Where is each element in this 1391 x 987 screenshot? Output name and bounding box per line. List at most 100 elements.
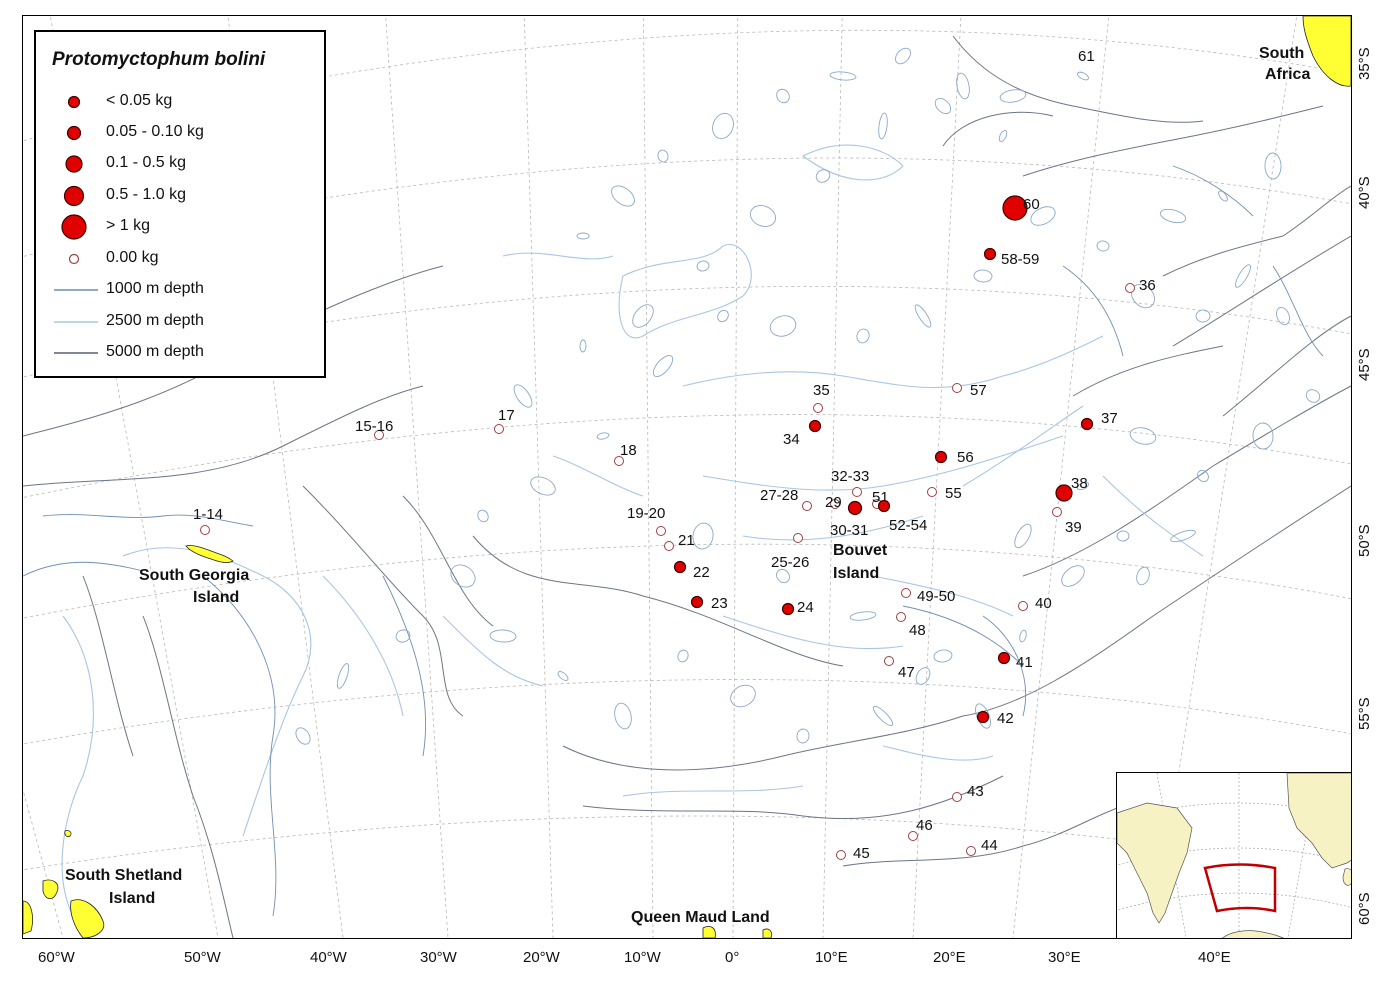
legend-item: 1000 m depth	[36, 276, 326, 304]
station-marker-43	[952, 792, 962, 802]
legend-symbol-line	[54, 276, 98, 304]
station-marker-41	[997, 651, 1011, 665]
latitude-label: 35°S	[1356, 47, 1373, 80]
south-africa-land	[1302, 16, 1351, 87]
parallel-60s	[23, 679, 1351, 745]
station-label-56: 56	[957, 449, 974, 466]
station-label-34: 34	[783, 431, 800, 448]
bathymetry-blob	[796, 728, 810, 744]
bathymetry-5000m	[23, 35, 1351, 938]
inset-study-box	[1203, 863, 1277, 913]
station-marker-45	[836, 850, 846, 860]
bathymetry-blob	[530, 476, 556, 496]
station-marker-35	[813, 403, 823, 413]
longitude-label: 50°W	[184, 949, 221, 966]
inset-madagascar	[1342, 868, 1351, 886]
meridian-0	[732, 16, 739, 938]
bathymetry-blob	[1019, 629, 1027, 643]
bathymetry-blob	[776, 569, 790, 583]
station-marker-55	[927, 487, 937, 497]
station-marker-39	[1052, 507, 1062, 517]
latitude-label: 60°S	[1356, 892, 1373, 925]
station-label-42: 42	[997, 710, 1014, 727]
longitude-label: 10°W	[624, 949, 661, 966]
bathymetry-blob	[1195, 309, 1211, 323]
legend-symbol-line	[54, 308, 98, 336]
meridian-30e	[1012, 16, 1110, 938]
station-label-39: 39	[1065, 519, 1082, 536]
bathymetry-blob	[1170, 529, 1196, 543]
station-label-1-14: 1-14	[193, 506, 223, 523]
station-label-55: 55	[945, 485, 962, 502]
legend-item-label: 0.05 - 0.10 kg	[106, 123, 204, 140]
station-label-30-31: 30-31	[830, 522, 868, 539]
bathymetry-blob	[1235, 264, 1251, 288]
bathymetry-blob	[652, 354, 674, 378]
place-bouvet-2: Island	[833, 565, 879, 582]
station-label-45: 45	[853, 845, 870, 862]
bathymetry-blob	[489, 629, 517, 643]
longitude-label: 30°W	[420, 949, 457, 966]
legend-title: Protomyctophum bolini	[52, 49, 266, 70]
station-label-23: 23	[711, 595, 728, 612]
legend-symbol-circle	[54, 119, 98, 147]
bathymetry-blob	[717, 309, 729, 323]
bathymetry-blob	[856, 328, 870, 344]
legend-item: 5000 m depth	[36, 339, 326, 367]
bathymetry-blob	[769, 315, 797, 337]
station-marker-21	[664, 541, 674, 551]
bathymetry-blob	[1096, 240, 1110, 252]
bathymetry-blob	[878, 112, 888, 140]
station-label-27-28: 27-28	[760, 487, 798, 504]
station-marker-36	[1125, 283, 1135, 293]
longitude-label: 30°E	[1048, 949, 1081, 966]
parallel-50s	[23, 414, 1351, 498]
bathymetry-blob	[1061, 565, 1085, 587]
place-south-georgia-2: Island	[193, 589, 239, 606]
station-marker-27-28	[802, 501, 812, 511]
station-marker-46	[908, 831, 918, 841]
station-label-24: 24	[797, 599, 814, 616]
station-label-32-33: 32-33	[831, 468, 869, 485]
legend-item: < 0.05 kg	[36, 88, 326, 116]
legend-item-label: 0.5 - 1.0 kg	[106, 186, 187, 203]
bathymetry-blob	[1014, 523, 1032, 549]
station-label-25-26: 25-26	[771, 554, 809, 571]
bathymetry-blob	[895, 47, 911, 65]
station-marker-30-31	[847, 500, 863, 516]
station-marker-32-33	[852, 487, 862, 497]
map-canvas[interactable]: South Africa South Georgia Island South Shet…	[23, 16, 1351, 938]
legend-item-label: 1000 m depth	[106, 280, 204, 297]
station-marker-25-26	[793, 533, 803, 543]
station-label-44: 44	[981, 837, 998, 854]
station-marker-17	[494, 424, 504, 434]
south-shetland-land-2	[70, 899, 105, 938]
bathymetry-blob	[1218, 190, 1228, 202]
bathymetry-blob	[295, 727, 311, 745]
bathymetry-blob	[973, 269, 993, 283]
station-label-22: 22	[693, 564, 710, 581]
bathymetry-blob	[1276, 306, 1290, 326]
legend-symbol-circle	[54, 245, 98, 273]
bathymetry-blob	[815, 169, 831, 183]
bathymetry-blob	[999, 89, 1027, 103]
station-label-37: 37	[1101, 410, 1118, 427]
place-south-georgia-1: South Georgia	[139, 567, 249, 584]
station-marker-56	[934, 450, 948, 464]
bathymetry-blob	[513, 384, 533, 408]
station-marker-52-54	[877, 499, 891, 513]
station-label-48: 48	[909, 622, 926, 639]
legend-symbol-circle	[54, 213, 98, 241]
bathymetry-blob	[1197, 469, 1209, 483]
inset-south-america	[1117, 802, 1193, 924]
station-label-38: 38	[1071, 475, 1088, 492]
south-shetland-land-4	[64, 830, 72, 838]
legend-symbol-circle	[54, 182, 98, 210]
bathymetry-blob	[776, 88, 790, 104]
station-label-40: 40	[1035, 595, 1052, 612]
station-label-61: 61	[1078, 48, 1095, 65]
longitude-label: 40°E	[1198, 949, 1231, 966]
bathymetry-blob	[915, 667, 931, 685]
bathymetry-blob	[395, 629, 411, 643]
station-marker-57	[952, 383, 962, 393]
